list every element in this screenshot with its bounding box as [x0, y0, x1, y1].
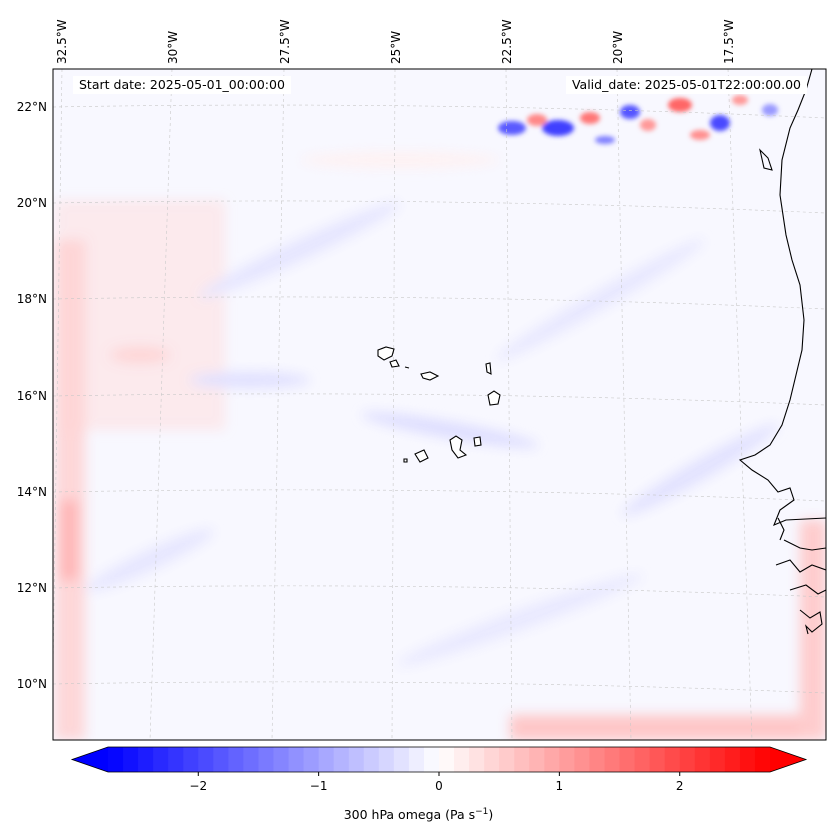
lat-label: 10°N: [17, 677, 47, 691]
colorbar-bin: [258, 747, 274, 772]
colorbar-bin: [559, 747, 575, 772]
colorbar-bin: [333, 747, 350, 772]
colorbar-label-main: 300 hPa omega (Pa s: [343, 807, 476, 823]
colorbar-bin: [499, 747, 515, 772]
colorbar-bin: [168, 747, 184, 772]
lat-label: 16°N: [17, 389, 47, 403]
colorbar-bin: [619, 747, 636, 772]
colorbar-bin: [378, 747, 395, 772]
lon-label: 17.5°W: [722, 19, 736, 64]
colorbar-bin: [108, 747, 124, 772]
colorbar-tick-label: 0: [435, 779, 443, 793]
start-date: Start date: 2025-05-01_00:00:00: [73, 76, 291, 94]
colorbar-tick-label: −1: [310, 779, 328, 793]
colorbar-bin: [679, 747, 696, 772]
colorbar: [70, 746, 808, 773]
colorbar-bin: [393, 747, 410, 772]
colorbar-bin: [694, 747, 711, 772]
colorbar-extend-min: [72, 747, 108, 772]
colorbar-bin: [363, 747, 380, 772]
colorbar-label-end: ): [488, 807, 494, 823]
colorbar-bin: [303, 747, 320, 772]
graticule: [53, 69, 826, 740]
colorbar-bin: [348, 747, 365, 772]
colorbar-bin: [213, 747, 229, 772]
colorbar-bin: [574, 747, 590, 772]
lon-label: 20°W: [611, 31, 625, 64]
lon-label: 30°W: [166, 31, 180, 64]
colorbar-bin: [138, 747, 154, 772]
colorbar-bin: [273, 747, 290, 772]
lat-label: 20°N: [17, 196, 47, 210]
colorbar-bin: [318, 747, 335, 772]
colorbar-bin: [649, 747, 666, 772]
colorbar-bin: [529, 747, 545, 772]
colorbar-bin: [544, 747, 560, 772]
colorbar-bin: [183, 747, 199, 772]
colorbar-bin: [288, 747, 305, 772]
colorbar-label: 300 hPa omega (Pa s−1): [0, 807, 837, 822]
lon-label: 25°W: [389, 31, 403, 64]
colorbar-bin: [123, 747, 139, 772]
coastline: [377, 69, 826, 635]
colorbar-bin: [423, 747, 440, 772]
latitude-labels: 22°N 20°N 18°N 16°N 14°N 12°N 10°N: [17, 100, 47, 691]
lat-label: 14°N: [17, 485, 47, 499]
omega-field: [53, 69, 826, 740]
colorbar-bin: [469, 747, 485, 772]
colorbar-bin: [439, 747, 455, 772]
colorbar-bin: [664, 747, 681, 772]
colorbar-bin: [228, 747, 244, 772]
colorbar-tick-label: 1: [556, 779, 564, 793]
lon-label: 32.5°W: [55, 19, 69, 64]
colorbar-bin: [604, 747, 621, 772]
lon-label: 27.5°W: [278, 19, 292, 64]
colorbar-bin: [454, 747, 470, 772]
colorbar-bin: [484, 747, 500, 772]
colorbar-extend-max: [770, 747, 806, 772]
colorbar-ticks: −2 −1 0 1 2: [189, 772, 684, 793]
lat-label: 22°N: [17, 100, 47, 114]
colorbar-bin: [724, 747, 741, 772]
colorbar-label-sup: −1: [475, 807, 489, 817]
colorbar-bin: [754, 747, 771, 772]
colorbar-bin: [514, 747, 530, 772]
colorbar-bin: [198, 747, 214, 772]
colorbar-outline: [70, 746, 808, 773]
colorbar-bin: [709, 747, 726, 772]
colorbar-tick-label: −2: [189, 779, 207, 793]
colorbar-bin: [634, 747, 651, 772]
colorbar-bin: [589, 747, 605, 772]
longitude-labels: 32.5°W 30°W 27.5°W 25°W 22.5°W 20°W 17.5…: [55, 19, 736, 64]
colorbar-tick-label: 2: [676, 779, 684, 793]
lat-label: 18°N: [17, 292, 47, 306]
valid-date: Valid_date: 2025-05-01T22:00:00.00: [565, 76, 807, 94]
colorbar-bin: [153, 747, 169, 772]
colorbar-bin: [243, 747, 259, 772]
lon-label: 22.5°W: [500, 19, 514, 64]
colorbar-bin: [408, 747, 425, 772]
colorbar-bin: [739, 747, 756, 772]
lat-label: 12°N: [17, 581, 47, 595]
plot-frame: [52, 68, 827, 741]
